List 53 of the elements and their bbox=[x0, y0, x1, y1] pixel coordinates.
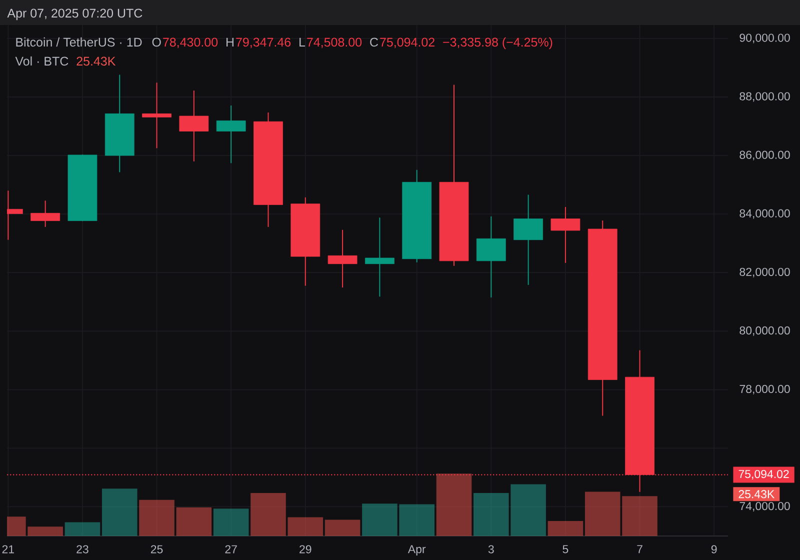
y-tick-label: 82,000.00 bbox=[740, 268, 790, 278]
candlestick bbox=[328, 229, 358, 288]
bar bbox=[28, 526, 63, 536]
bar bbox=[213, 508, 249, 536]
y-tick-label: 74,000.00 bbox=[740, 502, 790, 512]
bar bbox=[510, 484, 546, 536]
x-tick-label: Apr bbox=[408, 545, 426, 556]
x-tick-label: 7 bbox=[637, 545, 642, 554]
annotation: L bbox=[300, 38, 306, 46]
candlestick bbox=[365, 217, 394, 298]
annotation: 25.43K bbox=[76, 56, 116, 66]
annotation: 74,508.00 bbox=[307, 38, 362, 48]
bar bbox=[622, 496, 658, 536]
text: Apr 07, 2025 07:20 UTC bbox=[7, 8, 142, 20]
y-tick-label: 86,000.00 bbox=[740, 150, 790, 160]
bar bbox=[288, 517, 324, 536]
bar bbox=[399, 504, 434, 536]
bar bbox=[474, 493, 509, 536]
x-tick-label: 23 bbox=[76, 545, 88, 554]
y-tick-label: 84,000.00 bbox=[740, 209, 790, 219]
x-tick-label: 25 bbox=[150, 545, 163, 554]
annotation: H bbox=[226, 38, 234, 46]
bar bbox=[548, 521, 584, 536]
annotation: Vol · BTC bbox=[15, 56, 68, 66]
ref-line-label: 75,094.02 bbox=[738, 470, 789, 480]
bar bbox=[176, 507, 212, 536]
y-tick-label: 78,000.00 bbox=[740, 384, 790, 394]
x-tick-label: 3 bbox=[488, 545, 494, 554]
annotation: 78,430.00 bbox=[163, 38, 218, 48]
x-tick-label: 29 bbox=[300, 545, 312, 554]
y-tick-label: 88,000.00 bbox=[740, 92, 790, 102]
bar bbox=[324, 520, 360, 536]
y-tick-label: 80,000.00 bbox=[740, 326, 790, 336]
y-tick-label: 90,000.00 bbox=[740, 34, 790, 44]
bar bbox=[362, 504, 398, 536]
text: Bitcoin / TetherUS · 1D bbox=[16, 37, 142, 47]
x-tick-label: 9 bbox=[711, 545, 717, 554]
annotation: 79,347.46 bbox=[236, 38, 291, 48]
annotation: 75,094.02 bbox=[380, 38, 434, 48]
annotation: C bbox=[370, 38, 378, 47]
bar bbox=[436, 474, 472, 536]
bar bbox=[250, 493, 286, 536]
x-tick-label: 5 bbox=[562, 545, 568, 554]
x-tick-label: 27 bbox=[225, 545, 237, 554]
annotation: O bbox=[152, 38, 161, 47]
bar bbox=[584, 492, 620, 536]
bar bbox=[64, 522, 100, 536]
text: 25.43K bbox=[738, 490, 775, 498]
candlestick bbox=[142, 82, 172, 149]
x-tick-label: 21 bbox=[2, 545, 14, 554]
bar bbox=[139, 500, 174, 536]
annotation: −3,335.98 (−4.25%) bbox=[443, 37, 552, 50]
bar bbox=[102, 488, 138, 536]
